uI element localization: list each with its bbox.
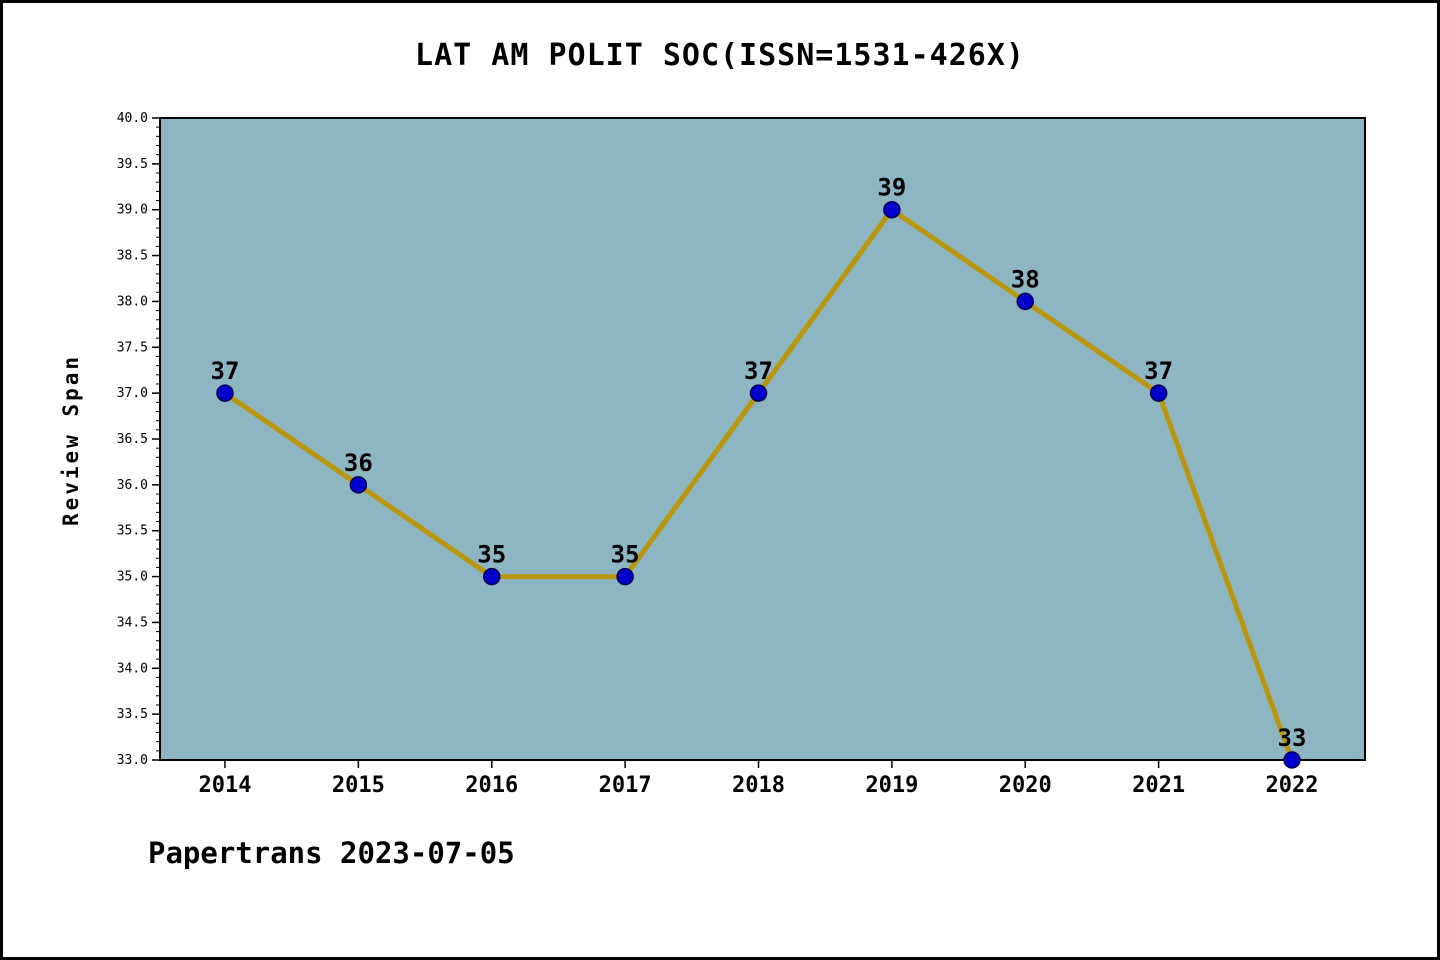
x-tick-label: 2018 [732,773,785,798]
data-point-marker [1016,292,1034,311]
y-tick-label: 40.0 [117,111,148,126]
y-tick-label: 36.0 [117,478,148,493]
y-tick-label: 34.0 [117,661,148,676]
data-point-label: 37 [211,357,240,385]
data-point-marker [883,200,901,219]
y-tick-label: 37.5 [117,340,148,355]
y-tick-label: 39.5 [117,157,148,172]
data-point-label: 38 [1011,265,1040,293]
data-point-label: 37 [1144,357,1173,385]
x-tick-label: 2021 [1132,773,1185,798]
x-tick-label: 2015 [332,773,385,798]
x-tick-label: 2019 [865,773,918,798]
y-tick-label: 36.5 [117,432,148,447]
x-tick-label: 2022 [1266,773,1319,798]
x-tick-label: 2014 [199,773,252,798]
y-tick-label: 39.0 [117,203,148,218]
y-axis-label: Review Span [59,354,83,526]
y-tick-label: 33.5 [117,707,148,722]
x-tick-label: 2020 [999,773,1052,798]
y-tick-label: 34.5 [117,615,148,630]
x-tick-label: 2017 [599,773,652,798]
x-tick-label: 2016 [465,773,518,798]
y-tick-label: 35.0 [117,570,148,585]
chart-title: LAT AM POLIT SOC(ISSN=1531-426X) [415,38,1025,73]
data-point-marker [1283,751,1301,769]
data-point-label: 39 [877,174,906,202]
y-tick-label: 35.5 [117,524,148,539]
data-point-marker [349,476,368,494]
y-tick-label: 37.0 [117,386,148,401]
y-tick-label: 38.5 [117,249,148,264]
data-point-label: 35 [611,541,640,569]
footer-text: Papertrans 2023-07-05 [148,836,515,870]
data-point-marker [749,384,768,402]
data-point-label: 33 [1278,724,1307,752]
plot-area [159,117,1366,761]
y-tick-label: 38.0 [117,294,148,309]
data-point-label: 35 [477,541,506,569]
data-point-marker [483,567,501,586]
data-point-label: 37 [744,357,773,385]
y-tick-label: 33.0 [117,753,148,768]
data-point-label: 36 [344,449,373,477]
data-point-marker [216,384,234,402]
data-point-marker [1149,384,1168,402]
data-point-marker [616,567,634,586]
